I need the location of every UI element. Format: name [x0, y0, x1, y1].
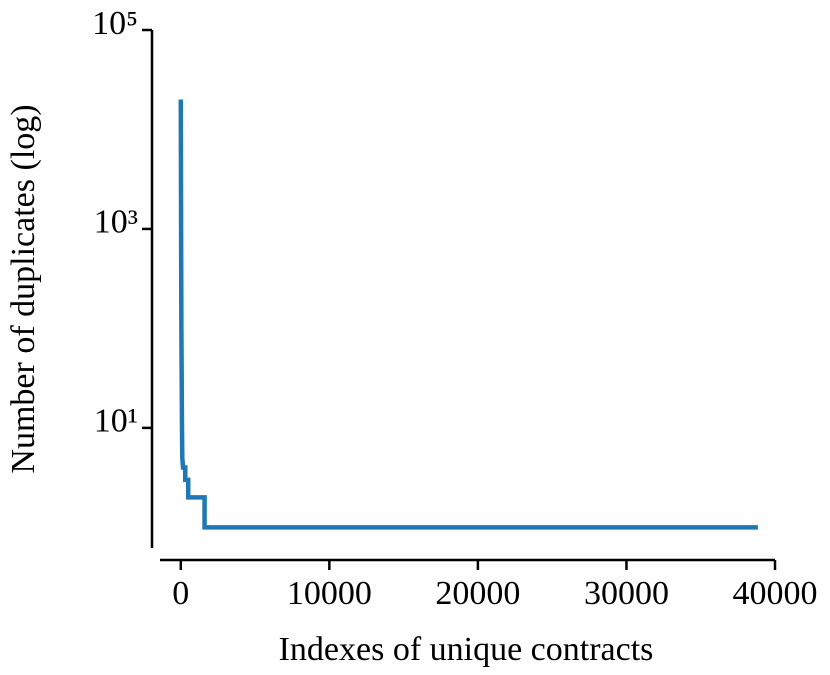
x-tick-label: 20000	[435, 575, 520, 612]
y-tick-label: 10³	[94, 204, 138, 241]
y-axis-label: Number of duplicates (log)	[5, 104, 42, 473]
x-tick-label: 10000	[287, 575, 372, 612]
data-line	[178, 99, 758, 530]
y-tick-label: 10⁵	[92, 5, 138, 42]
y-tick-label: 10¹	[94, 403, 138, 440]
x-tick-label: 0	[172, 575, 189, 612]
x-axis-label: Indexes of unique contracts	[279, 631, 654, 668]
x-tick-label: 40000	[733, 575, 818, 612]
x-tick-label: 30000	[584, 575, 669, 612]
